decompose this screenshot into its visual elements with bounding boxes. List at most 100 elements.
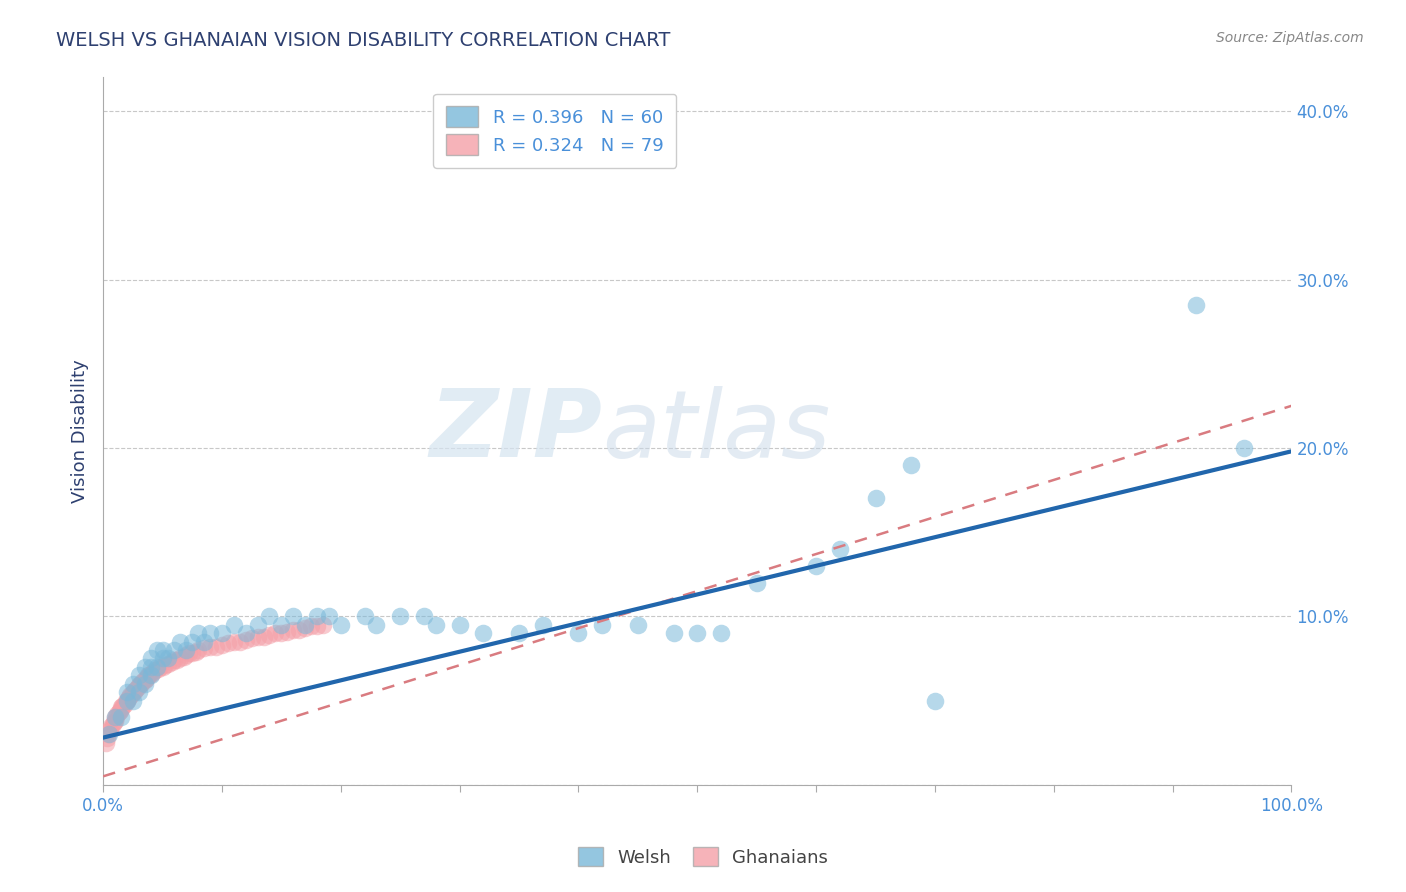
- Point: [96, 731, 118, 745]
- Point: [145, 643, 167, 657]
- Point: [135, 672, 157, 686]
- Point: [105, 706, 128, 721]
- Point: [112, 698, 135, 713]
- Point: [828, 541, 851, 556]
- Point: [104, 714, 127, 728]
- Point: [114, 693, 136, 707]
- Point: [121, 685, 143, 699]
- Point: [276, 624, 298, 639]
- Point: [205, 640, 228, 654]
- Point: [240, 632, 263, 646]
- Point: [94, 736, 117, 750]
- Point: [425, 617, 447, 632]
- Point: [187, 626, 209, 640]
- Point: [413, 609, 436, 624]
- Point: [98, 722, 121, 736]
- Point: [163, 653, 186, 667]
- Point: [157, 657, 180, 671]
- Point: [134, 676, 156, 690]
- Point: [270, 626, 292, 640]
- Point: [114, 697, 136, 711]
- Point: [259, 628, 281, 642]
- Point: [142, 665, 165, 679]
- Point: [110, 700, 132, 714]
- Point: [139, 666, 162, 681]
- Point: [128, 668, 150, 682]
- Point: [187, 643, 209, 657]
- Point: [222, 634, 245, 648]
- Point: [924, 693, 946, 707]
- Point: [160, 655, 183, 669]
- Point: [98, 723, 121, 738]
- Point: [366, 617, 388, 632]
- Point: [128, 685, 150, 699]
- Point: [472, 626, 495, 640]
- Point: [567, 626, 589, 640]
- Point: [125, 681, 148, 696]
- Point: [169, 651, 191, 665]
- Point: [531, 617, 554, 632]
- Point: [181, 647, 204, 661]
- Text: WELSH VS GHANAIAN VISION DISABILITY CORRELATION CHART: WELSH VS GHANAIAN VISION DISABILITY CORR…: [56, 31, 671, 50]
- Point: [294, 621, 316, 635]
- Point: [104, 710, 127, 724]
- Text: ZIP: ZIP: [429, 385, 602, 477]
- Point: [120, 689, 142, 703]
- Point: [107, 706, 129, 720]
- Point: [101, 717, 124, 731]
- Point: [104, 710, 127, 724]
- Point: [804, 558, 827, 573]
- Point: [211, 638, 233, 652]
- Point: [134, 673, 156, 688]
- Point: [710, 626, 733, 640]
- Point: [193, 641, 215, 656]
- Point: [153, 658, 176, 673]
- Point: [98, 727, 121, 741]
- Point: [136, 670, 159, 684]
- Point: [211, 626, 233, 640]
- Point: [163, 643, 186, 657]
- Point: [662, 626, 685, 640]
- Point: [103, 715, 125, 730]
- Point: [217, 636, 239, 650]
- Point: [283, 623, 305, 637]
- Point: [508, 626, 530, 640]
- Point: [246, 617, 269, 632]
- Legend: Welsh, Ghanaians: Welsh, Ghanaians: [571, 840, 835, 874]
- Point: [118, 690, 141, 705]
- Point: [318, 609, 340, 624]
- Point: [129, 676, 152, 690]
- Point: [176, 643, 198, 657]
- Point: [121, 693, 143, 707]
- Point: [198, 626, 221, 640]
- Point: [591, 617, 613, 632]
- Point: [246, 630, 269, 644]
- Point: [288, 623, 311, 637]
- Point: [449, 617, 471, 632]
- Point: [145, 663, 167, 677]
- Point: [193, 634, 215, 648]
- Point: [117, 691, 139, 706]
- Point: [121, 687, 143, 701]
- Y-axis label: Vision Disability: Vision Disability: [72, 359, 89, 503]
- Point: [745, 575, 768, 590]
- Point: [176, 648, 198, 662]
- Point: [173, 649, 195, 664]
- Point: [122, 685, 145, 699]
- Point: [686, 626, 709, 640]
- Point: [329, 617, 352, 632]
- Point: [152, 660, 174, 674]
- Point: [235, 626, 257, 640]
- Point: [294, 617, 316, 632]
- Point: [100, 719, 122, 733]
- Point: [105, 710, 128, 724]
- Point: [108, 704, 131, 718]
- Point: [305, 609, 328, 624]
- Point: [121, 676, 143, 690]
- Point: [252, 630, 274, 644]
- Point: [1185, 298, 1208, 312]
- Point: [259, 609, 281, 624]
- Point: [177, 647, 200, 661]
- Text: Source: ZipAtlas.com: Source: ZipAtlas.com: [1216, 31, 1364, 45]
- Point: [312, 617, 335, 632]
